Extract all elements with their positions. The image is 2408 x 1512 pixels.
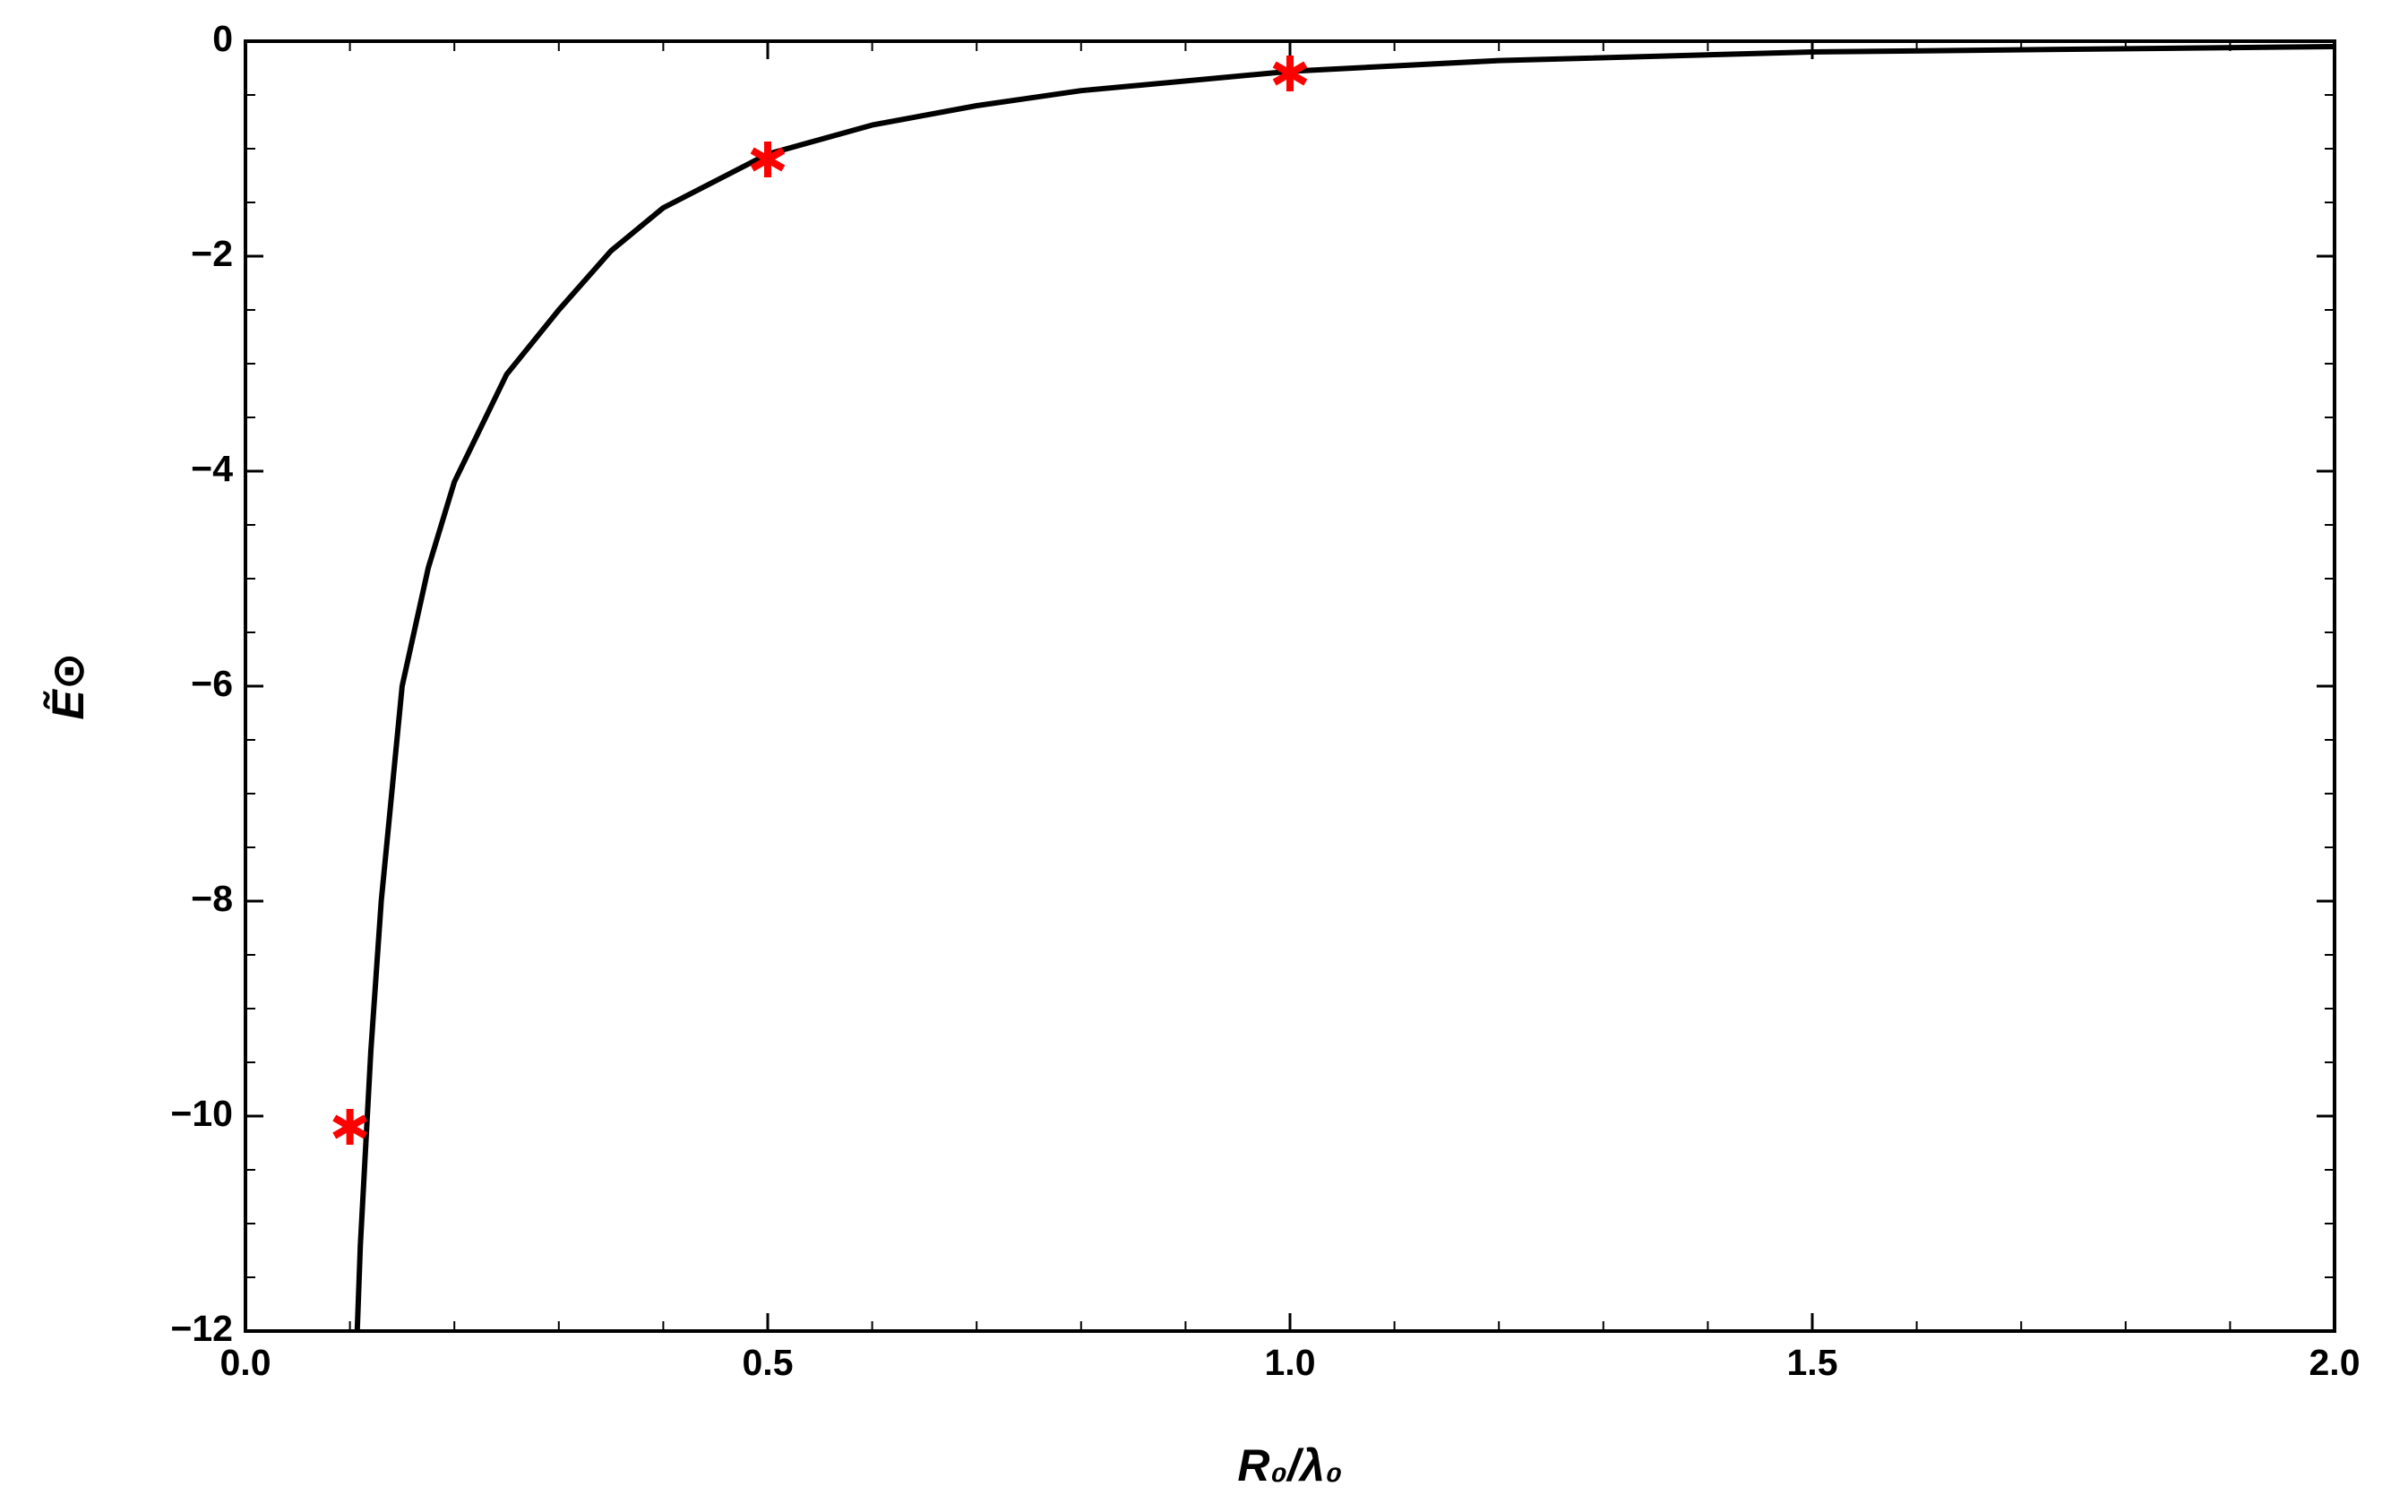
x-tick-label: 0.0 [220,1342,271,1383]
curve [354,44,2335,1332]
y-tick-label: −6 [191,663,233,704]
star-marker [332,1109,367,1145]
star-marker [750,142,786,177]
x-tick-label: 1.0 [1265,1342,1316,1383]
y-tick-label: −8 [191,878,233,919]
x-tick-label: 0.5 [743,1342,794,1383]
plot-frame [244,39,2336,1333]
x-tick-label: 1.5 [1787,1342,1838,1383]
y-tick-label: 0 [212,18,233,59]
x-axis-label: R₀/λ₀ [1237,1440,1342,1491]
y-axis-label: Ẽ⊙ [43,652,93,719]
star-marker [1272,56,1308,91]
y-tick-label: −12 [170,1308,233,1349]
x-tick-label: 2.0 [2309,1342,2361,1383]
y-tick-label: −4 [191,448,233,489]
y-tick-label: −10 [170,1093,233,1134]
y-tick-label: −2 [191,233,233,274]
